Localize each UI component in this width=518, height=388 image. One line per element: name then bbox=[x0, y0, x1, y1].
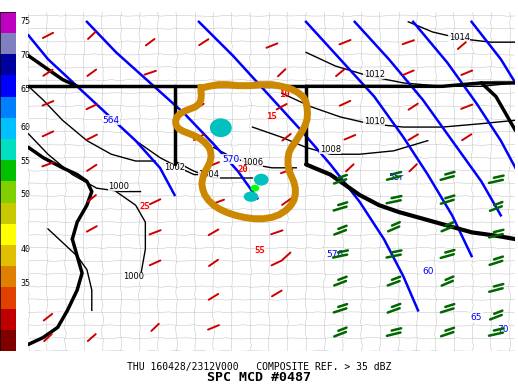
Bar bbox=[0, 245, 16, 266]
Text: 70: 70 bbox=[20, 51, 30, 60]
Bar bbox=[0, 33, 16, 54]
Ellipse shape bbox=[249, 196, 253, 198]
Ellipse shape bbox=[215, 123, 227, 132]
Ellipse shape bbox=[257, 177, 265, 183]
Text: 1010: 1010 bbox=[364, 118, 385, 126]
Text: 1000: 1000 bbox=[123, 272, 143, 281]
Ellipse shape bbox=[217, 125, 225, 131]
Text: 1002: 1002 bbox=[164, 163, 185, 172]
Ellipse shape bbox=[251, 185, 260, 192]
Text: 1014: 1014 bbox=[449, 33, 470, 42]
Text: 55r: 55r bbox=[388, 173, 404, 182]
Ellipse shape bbox=[248, 194, 255, 199]
Ellipse shape bbox=[256, 175, 267, 184]
Text: 50: 50 bbox=[20, 191, 30, 199]
Bar bbox=[0, 118, 16, 139]
Text: 60: 60 bbox=[20, 123, 30, 132]
Bar bbox=[0, 160, 16, 182]
Text: 75: 75 bbox=[20, 17, 30, 26]
Ellipse shape bbox=[210, 118, 232, 137]
Ellipse shape bbox=[254, 174, 268, 185]
Text: 1004: 1004 bbox=[198, 170, 219, 179]
Bar bbox=[0, 309, 16, 330]
Text: 570: 570 bbox=[222, 155, 239, 164]
Ellipse shape bbox=[213, 121, 229, 135]
Text: 55: 55 bbox=[20, 156, 30, 166]
Text: 40: 40 bbox=[20, 245, 30, 254]
Text: 70: 70 bbox=[497, 325, 509, 334]
Bar bbox=[0, 288, 16, 309]
Ellipse shape bbox=[261, 179, 262, 180]
Ellipse shape bbox=[246, 193, 256, 201]
Text: 55: 55 bbox=[254, 246, 265, 255]
Bar bbox=[0, 12, 16, 33]
Text: 60: 60 bbox=[422, 267, 434, 276]
Text: 1000: 1000 bbox=[108, 182, 129, 191]
Text: 15: 15 bbox=[267, 113, 277, 121]
Text: 25: 25 bbox=[140, 203, 151, 211]
Ellipse shape bbox=[259, 178, 264, 182]
Text: 65: 65 bbox=[20, 85, 30, 94]
Bar bbox=[0, 224, 16, 245]
Bar bbox=[0, 266, 16, 288]
Bar bbox=[0, 75, 16, 97]
Text: 1006: 1006 bbox=[242, 158, 263, 167]
Ellipse shape bbox=[252, 186, 258, 191]
Ellipse shape bbox=[219, 126, 223, 130]
Text: 20: 20 bbox=[237, 165, 248, 174]
Bar bbox=[0, 97, 16, 118]
Text: THU 160428/2312V000   COMPOSITE REF. > 35 dBZ: THU 160428/2312V000 COMPOSITE REF. > 35 … bbox=[127, 362, 391, 372]
Text: 65: 65 bbox=[471, 313, 482, 322]
Text: 10: 10 bbox=[279, 90, 290, 99]
Text: SPC MCD #0487: SPC MCD #0487 bbox=[207, 371, 311, 384]
Ellipse shape bbox=[260, 178, 263, 181]
Ellipse shape bbox=[249, 195, 253, 198]
Ellipse shape bbox=[243, 192, 258, 202]
Text: 1012: 1012 bbox=[364, 70, 385, 79]
Text: 35: 35 bbox=[20, 279, 30, 288]
Bar bbox=[0, 139, 16, 160]
Text: 1008: 1008 bbox=[320, 145, 341, 154]
Bar bbox=[0, 330, 16, 351]
Bar bbox=[0, 203, 16, 224]
Bar bbox=[0, 54, 16, 75]
Bar bbox=[0, 182, 16, 203]
Text: 576: 576 bbox=[327, 250, 344, 259]
Text: 564: 564 bbox=[103, 116, 120, 125]
Ellipse shape bbox=[220, 127, 222, 129]
